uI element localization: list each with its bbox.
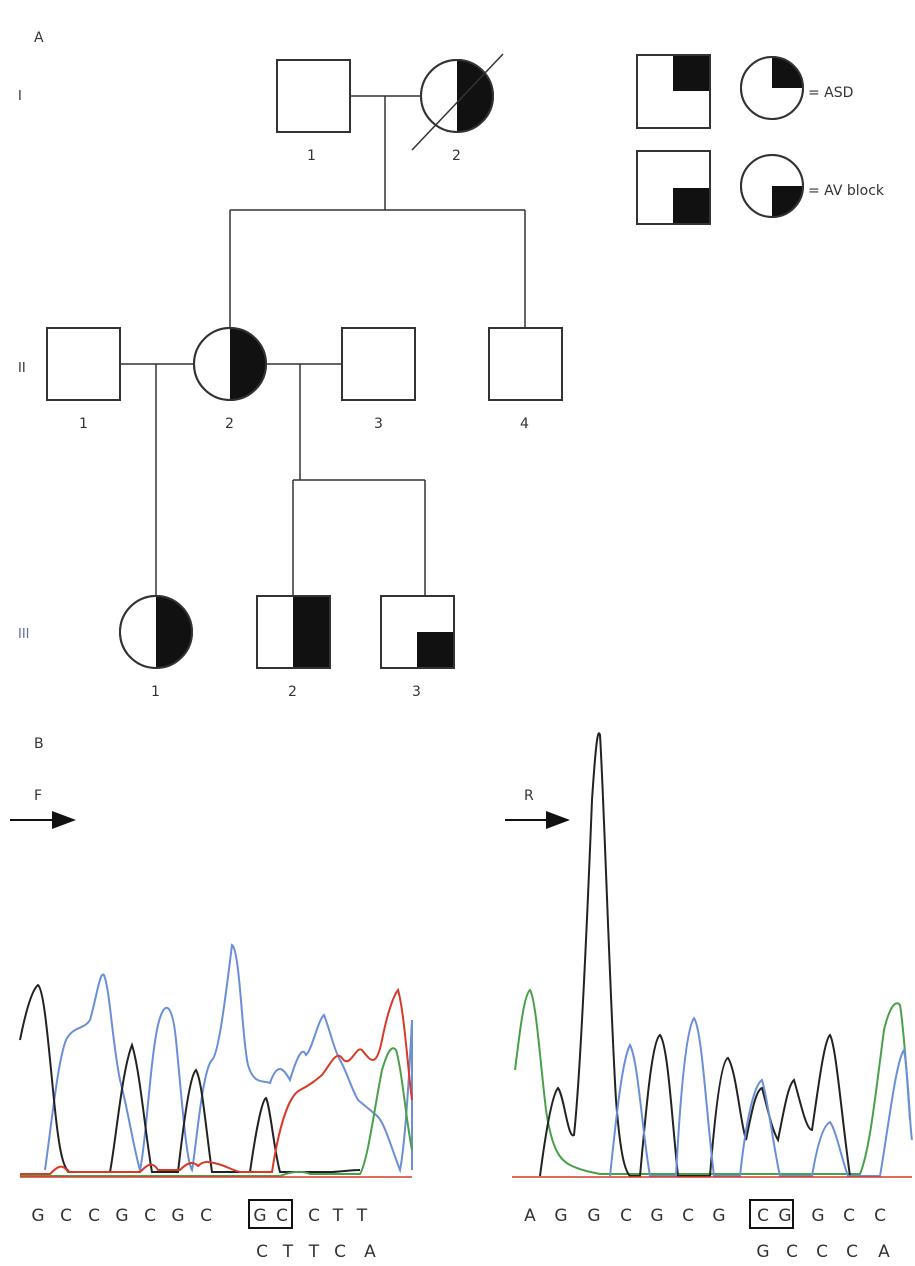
- forward-bottom-base: T: [282, 1242, 294, 1262]
- individual-label-iii-1: 1: [151, 684, 160, 700]
- forward-top-base: T: [332, 1206, 344, 1226]
- forward-bottom-base: C: [256, 1242, 268, 1262]
- individual-label-ii-4: 4: [520, 416, 529, 432]
- individual-label-ii-1: 1: [79, 416, 88, 432]
- forward-trace-red: [20, 987, 413, 1175]
- forward-top-base: G: [171, 1206, 184, 1226]
- individual-ii-1-male: [46, 327, 121, 401]
- reverse-top-base: C: [874, 1206, 886, 1226]
- forward-top-base: C: [276, 1206, 288, 1226]
- reverse-trace-green: [514, 988, 911, 1175]
- individual-iii-1-female-affected: [119, 595, 193, 669]
- individual-label-iii-3: 3: [412, 684, 421, 700]
- generation-label-i: I: [18, 89, 22, 104]
- forward-top-base: G: [31, 1206, 44, 1226]
- reverse-trace-blue: [609, 1016, 913, 1177]
- forward-top-base: C: [308, 1206, 320, 1226]
- reverse-bottom-base: C: [846, 1242, 858, 1262]
- individual-ii-2-female-affected: [193, 327, 267, 401]
- legend-av-block-label: = AV block: [808, 183, 885, 199]
- forward-top-base: G: [115, 1206, 128, 1226]
- individual-label-iii-2: 2: [288, 684, 297, 700]
- forward-bottom-base: A: [364, 1242, 376, 1262]
- legend-asd-label: = ASD: [808, 85, 853, 101]
- forward-top-base: C: [88, 1206, 100, 1226]
- individual-iii-2-male-affected: [256, 595, 331, 669]
- generation-label-ii: II: [18, 361, 26, 376]
- reverse-top-base: G: [712, 1206, 725, 1226]
- reverse-top-base: C: [757, 1206, 769, 1226]
- panel-b-label: B: [34, 736, 44, 752]
- forward-arrow-icon: [10, 811, 76, 829]
- forward-top-base: C: [200, 1206, 212, 1226]
- forward-bottom-base: T: [308, 1242, 320, 1262]
- forward-trace-green: [20, 1047, 413, 1177]
- reverse-arrow-icon: [505, 811, 570, 829]
- reverse-top-base: G: [650, 1206, 663, 1226]
- individual-label-ii-3: 3: [374, 416, 383, 432]
- individual-label-i-2: 2: [452, 148, 461, 164]
- forward-top-base: T: [356, 1206, 368, 1226]
- forward-top-base: G: [253, 1206, 266, 1226]
- forward-trace-blue: [44, 943, 413, 1174]
- panel-a-label: A: [34, 30, 44, 46]
- reverse-top-base: A: [524, 1206, 536, 1226]
- individual-i-2-female-affected-deceased: [411, 53, 504, 151]
- generation-label-iii: III: [18, 627, 30, 642]
- reverse-top-base: G: [811, 1206, 824, 1226]
- pedigree-lines: [120, 95, 526, 596]
- individual-iii-3-male-av-block: [380, 595, 455, 669]
- reverse-top-base: G: [587, 1206, 600, 1226]
- forward-trace-black: [19, 983, 361, 1173]
- legend-av-block: = AV block: [636, 150, 885, 225]
- forward-chromatogram: [19, 943, 413, 1178]
- individual-label-ii-2: 2: [225, 416, 234, 432]
- individual-ii-3-male: [341, 327, 416, 401]
- reverse-top-base: G: [554, 1206, 567, 1226]
- reverse-bottom-base: C: [816, 1242, 828, 1262]
- reverse-primer-label: R: [524, 788, 534, 804]
- forward-bottom-base: C: [334, 1242, 346, 1262]
- forward-top-base: C: [60, 1206, 72, 1226]
- reverse-bottom-base: C: [786, 1242, 798, 1262]
- reverse-top-base: C: [620, 1206, 632, 1226]
- reverse-chromatogram: [512, 732, 913, 1178]
- reverse-top-base: C: [682, 1206, 694, 1226]
- individual-i-1-male: [276, 59, 351, 133]
- forward-primer-label: F: [34, 788, 42, 804]
- reverse-top-base: C: [843, 1206, 855, 1226]
- reverse-bottom-base: A: [878, 1242, 890, 1262]
- individual-label-i-1: 1: [307, 148, 316, 164]
- legend-asd: = ASD: [636, 54, 853, 129]
- reverse-top-base: G: [778, 1206, 791, 1226]
- reverse-bottom-base: G: [756, 1242, 769, 1262]
- individual-ii-4-male: [488, 327, 563, 401]
- forward-mutation-box: [248, 1199, 293, 1229]
- reverse-mutation-box: [749, 1199, 794, 1229]
- forward-top-base: C: [144, 1206, 156, 1226]
- reverse-trace-black: [539, 732, 870, 1177]
